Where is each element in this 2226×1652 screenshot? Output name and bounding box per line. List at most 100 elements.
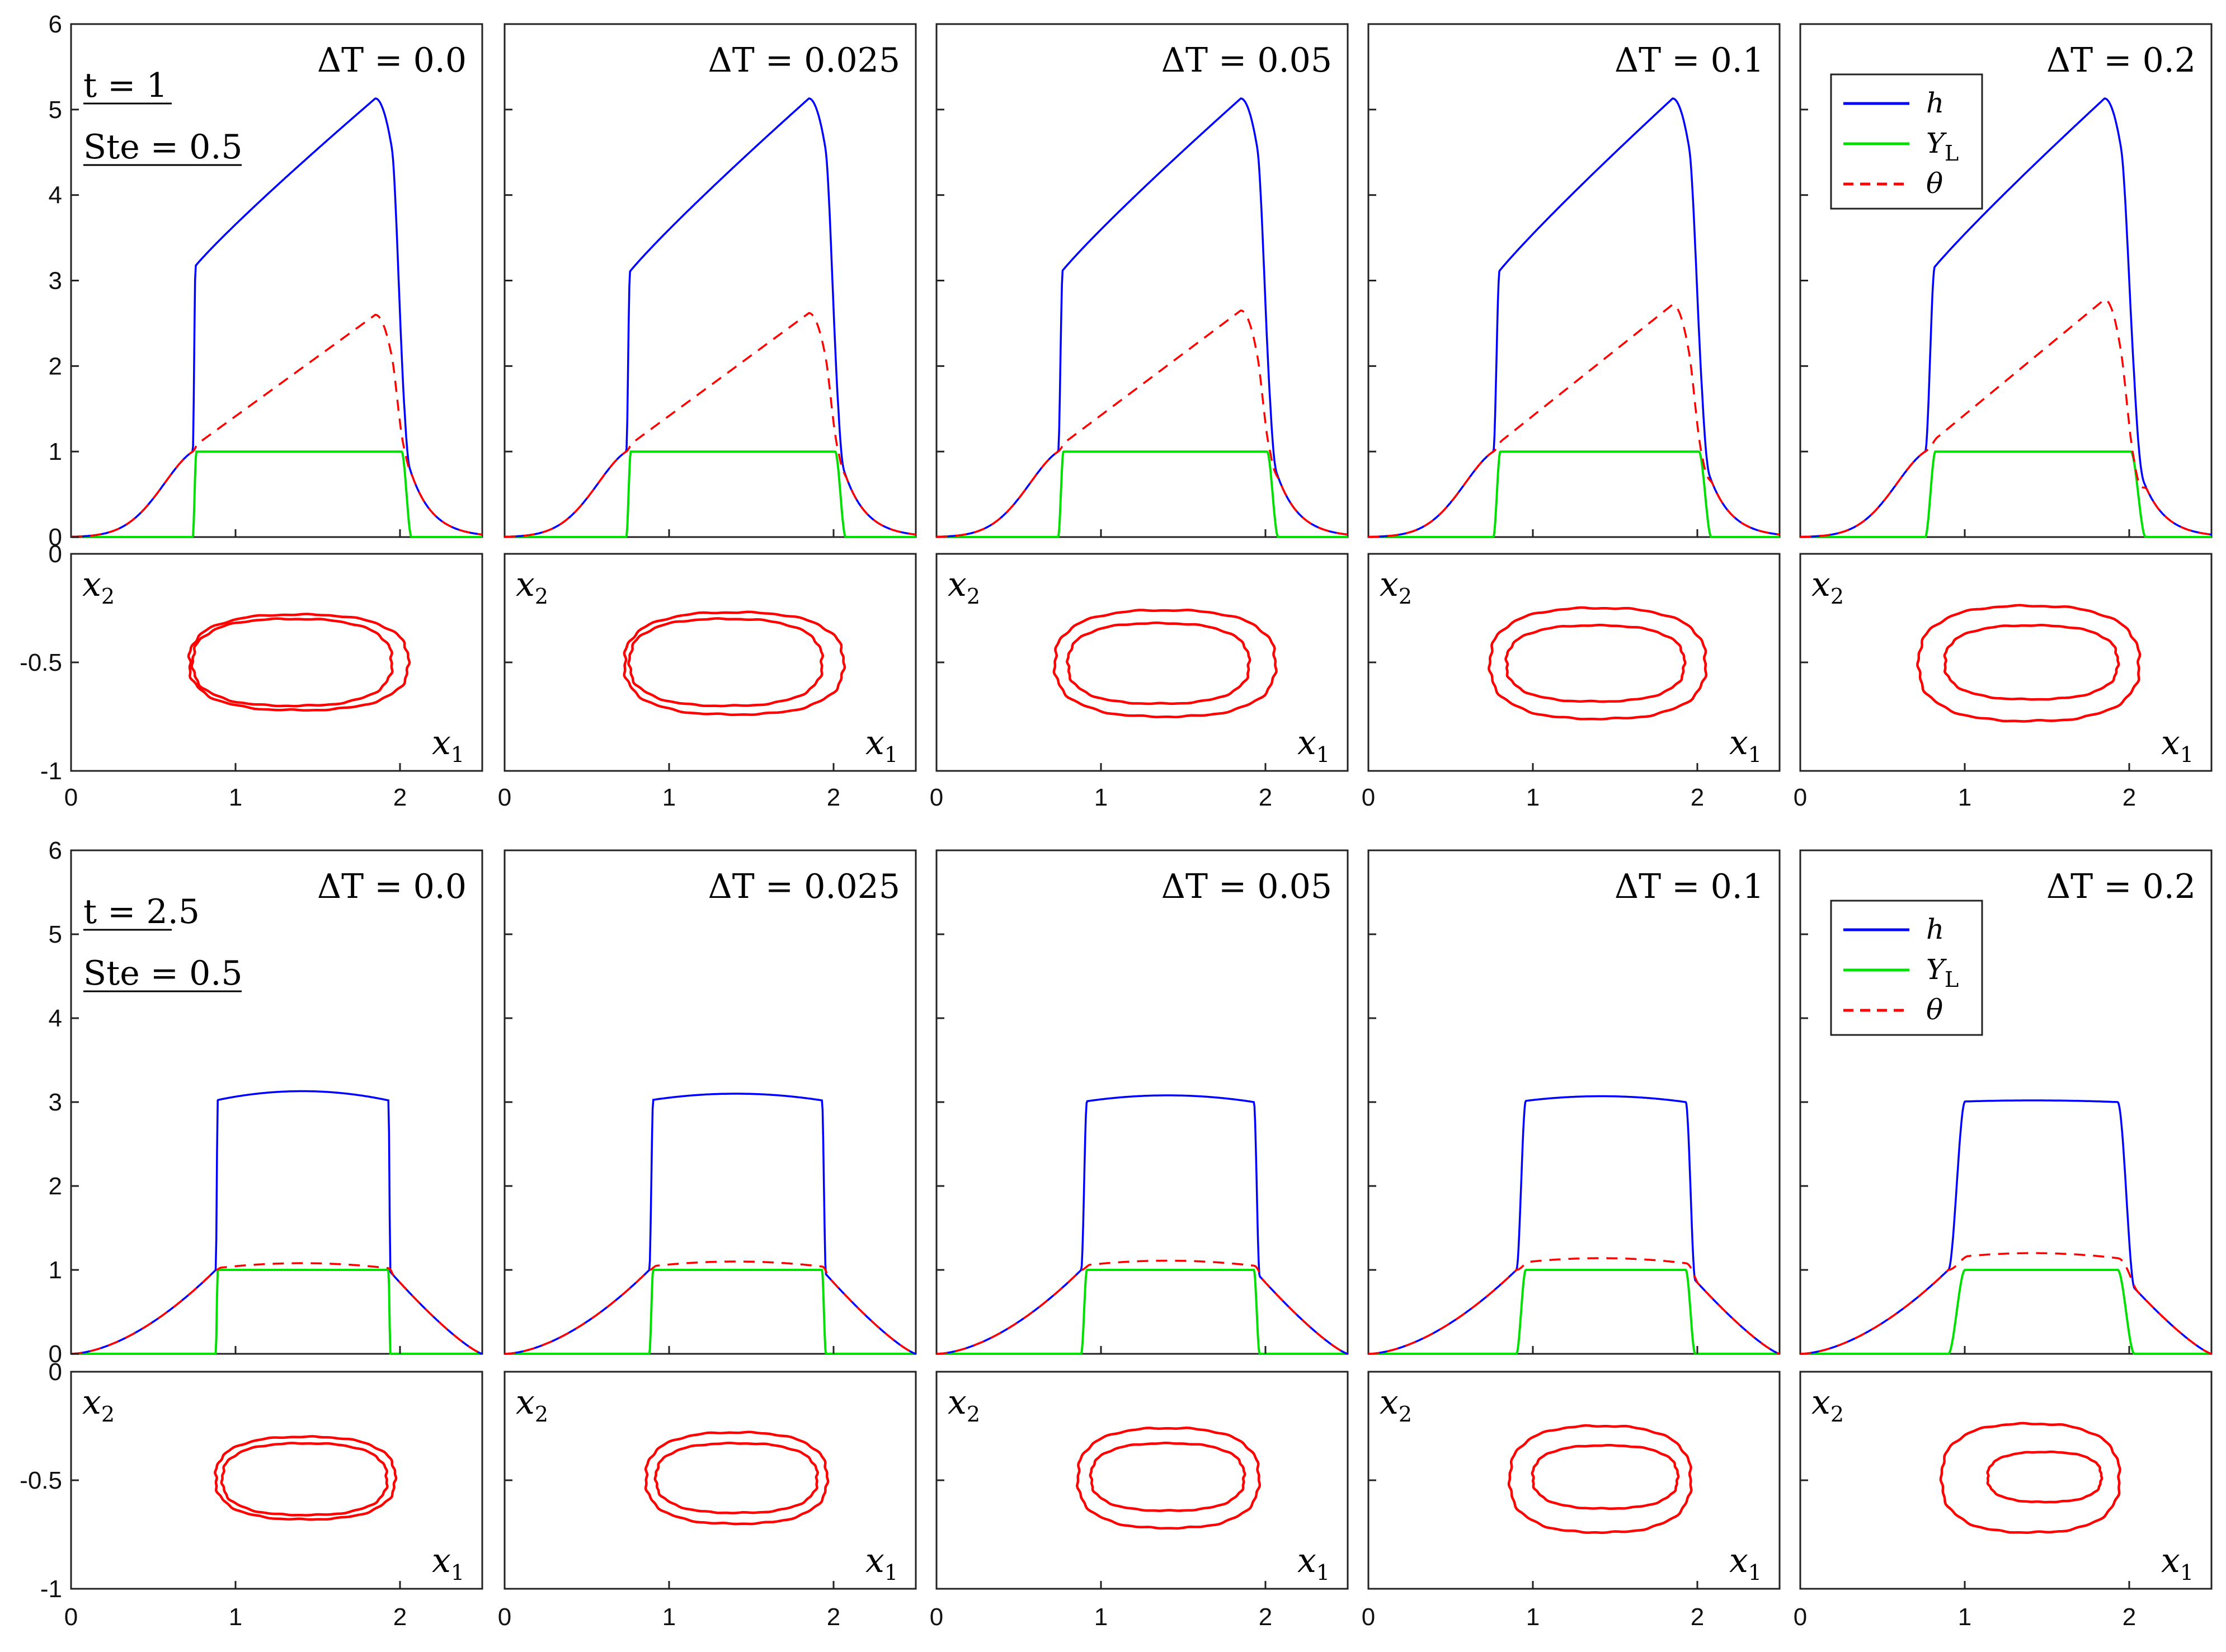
profile-panel: ΔT = 0.05 xyxy=(935,23,1349,538)
legend-box xyxy=(1830,73,1983,210)
contour-outer-ring xyxy=(1939,1422,2121,1535)
y-tick-label: -1 xyxy=(40,1575,62,1603)
x-tick-label: 0 xyxy=(1362,1603,1375,1631)
x-tick-label: 0 xyxy=(1794,784,1807,811)
series-line-YL xyxy=(1368,1269,1780,1355)
profile-panel: ΔT = 0.1 xyxy=(1367,849,1781,1355)
x-tick-label: 0 xyxy=(498,784,511,811)
contour-axes-box xyxy=(70,553,483,772)
contour-ylabel: x2 xyxy=(1811,565,1844,609)
y-tick-label: 3 xyxy=(49,267,62,295)
x-tick-label: 1 xyxy=(1526,1603,1540,1631)
series-line-theta xyxy=(505,1260,916,1355)
profile-axes-box xyxy=(503,23,917,538)
contour-outer-ring xyxy=(1488,606,1708,721)
series-line-YL xyxy=(505,1269,916,1355)
series-line-h xyxy=(1800,1099,2212,1355)
y-tick-label: 6 xyxy=(49,11,62,38)
contour-inner-ring xyxy=(1504,623,1687,703)
stefan-annotation: Ste = 0.5 xyxy=(83,128,243,167)
x-tick-label: 2 xyxy=(1691,1603,1704,1631)
panel-title: ΔT = 0.1 xyxy=(1615,41,1764,80)
contour-xlabel: x1 xyxy=(432,1541,464,1585)
contour-outer-ring xyxy=(623,610,846,717)
y-tick-label: 5 xyxy=(49,96,62,124)
profile-panel: ΔT = 0.025 xyxy=(503,23,917,538)
y-tick-label: 6 xyxy=(49,837,62,864)
series-line-YL xyxy=(71,450,482,538)
legend-label: h xyxy=(1926,913,1944,945)
panel-title: ΔT = 0.1 xyxy=(1615,867,1764,906)
series-line-h xyxy=(1800,97,2212,538)
x-tick-label: 0 xyxy=(498,1603,511,1631)
contour-inner-ring xyxy=(653,1441,820,1514)
x-tick-label: 2 xyxy=(2123,784,2136,811)
contour-axes-box xyxy=(1367,553,1781,772)
contour-inner-ring xyxy=(1986,1450,2103,1504)
panel-title: ΔT = 0.2 xyxy=(2046,41,2196,80)
profile-axes-box xyxy=(503,849,917,1355)
x-tick-label: 2 xyxy=(1691,784,1704,811)
contour-axes-box xyxy=(70,1371,483,1590)
series-line-theta xyxy=(1800,298,2212,538)
x-tick-label: 2 xyxy=(827,1603,840,1631)
series-line-theta xyxy=(71,313,483,538)
time-annotation: t = 1 xyxy=(83,66,168,105)
contour-outer-ring xyxy=(1507,1424,1693,1535)
series-line-theta xyxy=(1368,1257,1780,1355)
contour-outer-ring xyxy=(214,1435,398,1521)
series-line-theta xyxy=(71,1262,483,1355)
x-tick-label: 1 xyxy=(1958,1603,1971,1631)
x-tick-label: 1 xyxy=(1094,1603,1108,1631)
y-tick-label: 0 xyxy=(49,1358,62,1386)
x-tick-label: 0 xyxy=(1362,784,1375,811)
x-tick-label: 2 xyxy=(2123,1603,2136,1631)
contour-outer-ring xyxy=(1916,604,2142,723)
contour-axes-box xyxy=(1799,1371,2213,1590)
x-tick-label: 0 xyxy=(64,784,78,811)
y-tick-label: 4 xyxy=(49,182,62,209)
y-tick-label: 0 xyxy=(49,524,62,551)
x-tick-label: 1 xyxy=(229,784,242,811)
y-tick-label: -0.5 xyxy=(20,1467,62,1494)
series-line-h xyxy=(1368,97,1780,538)
profile-axes-box xyxy=(1367,849,1781,1355)
series-line-YL xyxy=(71,1269,482,1355)
contour-inner-ring xyxy=(190,617,394,708)
series-line-YL xyxy=(936,450,1348,538)
x-tick-label: 2 xyxy=(827,784,840,811)
y-tick-label: 1 xyxy=(49,438,62,465)
profile-panel: ΔT = 0.0 0 1 2 3 4 5 6 t = 2.5 Ste = 0.5 xyxy=(49,837,483,1368)
x-tick-label: 1 xyxy=(229,1603,242,1631)
contour-inner-ring xyxy=(627,617,825,708)
y-tick-label: -0.5 xyxy=(20,649,62,676)
series-line-theta xyxy=(1368,303,1780,538)
profile-axes-box xyxy=(935,23,1349,538)
y-tick-label: 0 xyxy=(49,1340,62,1368)
series-line-YL xyxy=(1368,450,1780,538)
legend-label: θ xyxy=(1926,167,1943,200)
profile-panel: ΔT = 0.05 xyxy=(935,849,1349,1355)
x-tick-label: 1 xyxy=(1094,784,1108,811)
contour-inner-ring xyxy=(1089,1442,1246,1512)
y-tick-label: 1 xyxy=(49,1256,62,1284)
contour-axes-box xyxy=(935,553,1349,772)
series-line-YL xyxy=(1800,1269,2211,1355)
x-tick-label: 2 xyxy=(393,784,407,811)
profile-axes-box xyxy=(1367,23,1781,538)
series-line-YL xyxy=(505,450,916,538)
x-tick-label: 2 xyxy=(1259,784,1272,811)
x-tick-label: 2 xyxy=(393,1603,407,1631)
series-line-YL xyxy=(1800,450,2211,538)
contour-inner-ring xyxy=(1065,621,1251,705)
contour-outer-ring xyxy=(1076,1426,1262,1530)
profile-panel: ΔT = 0.0 0 1 2 3 4 5 6 t = 1 Ste = 0.5 xyxy=(49,11,483,551)
y-tick-label: 2 xyxy=(49,352,62,380)
